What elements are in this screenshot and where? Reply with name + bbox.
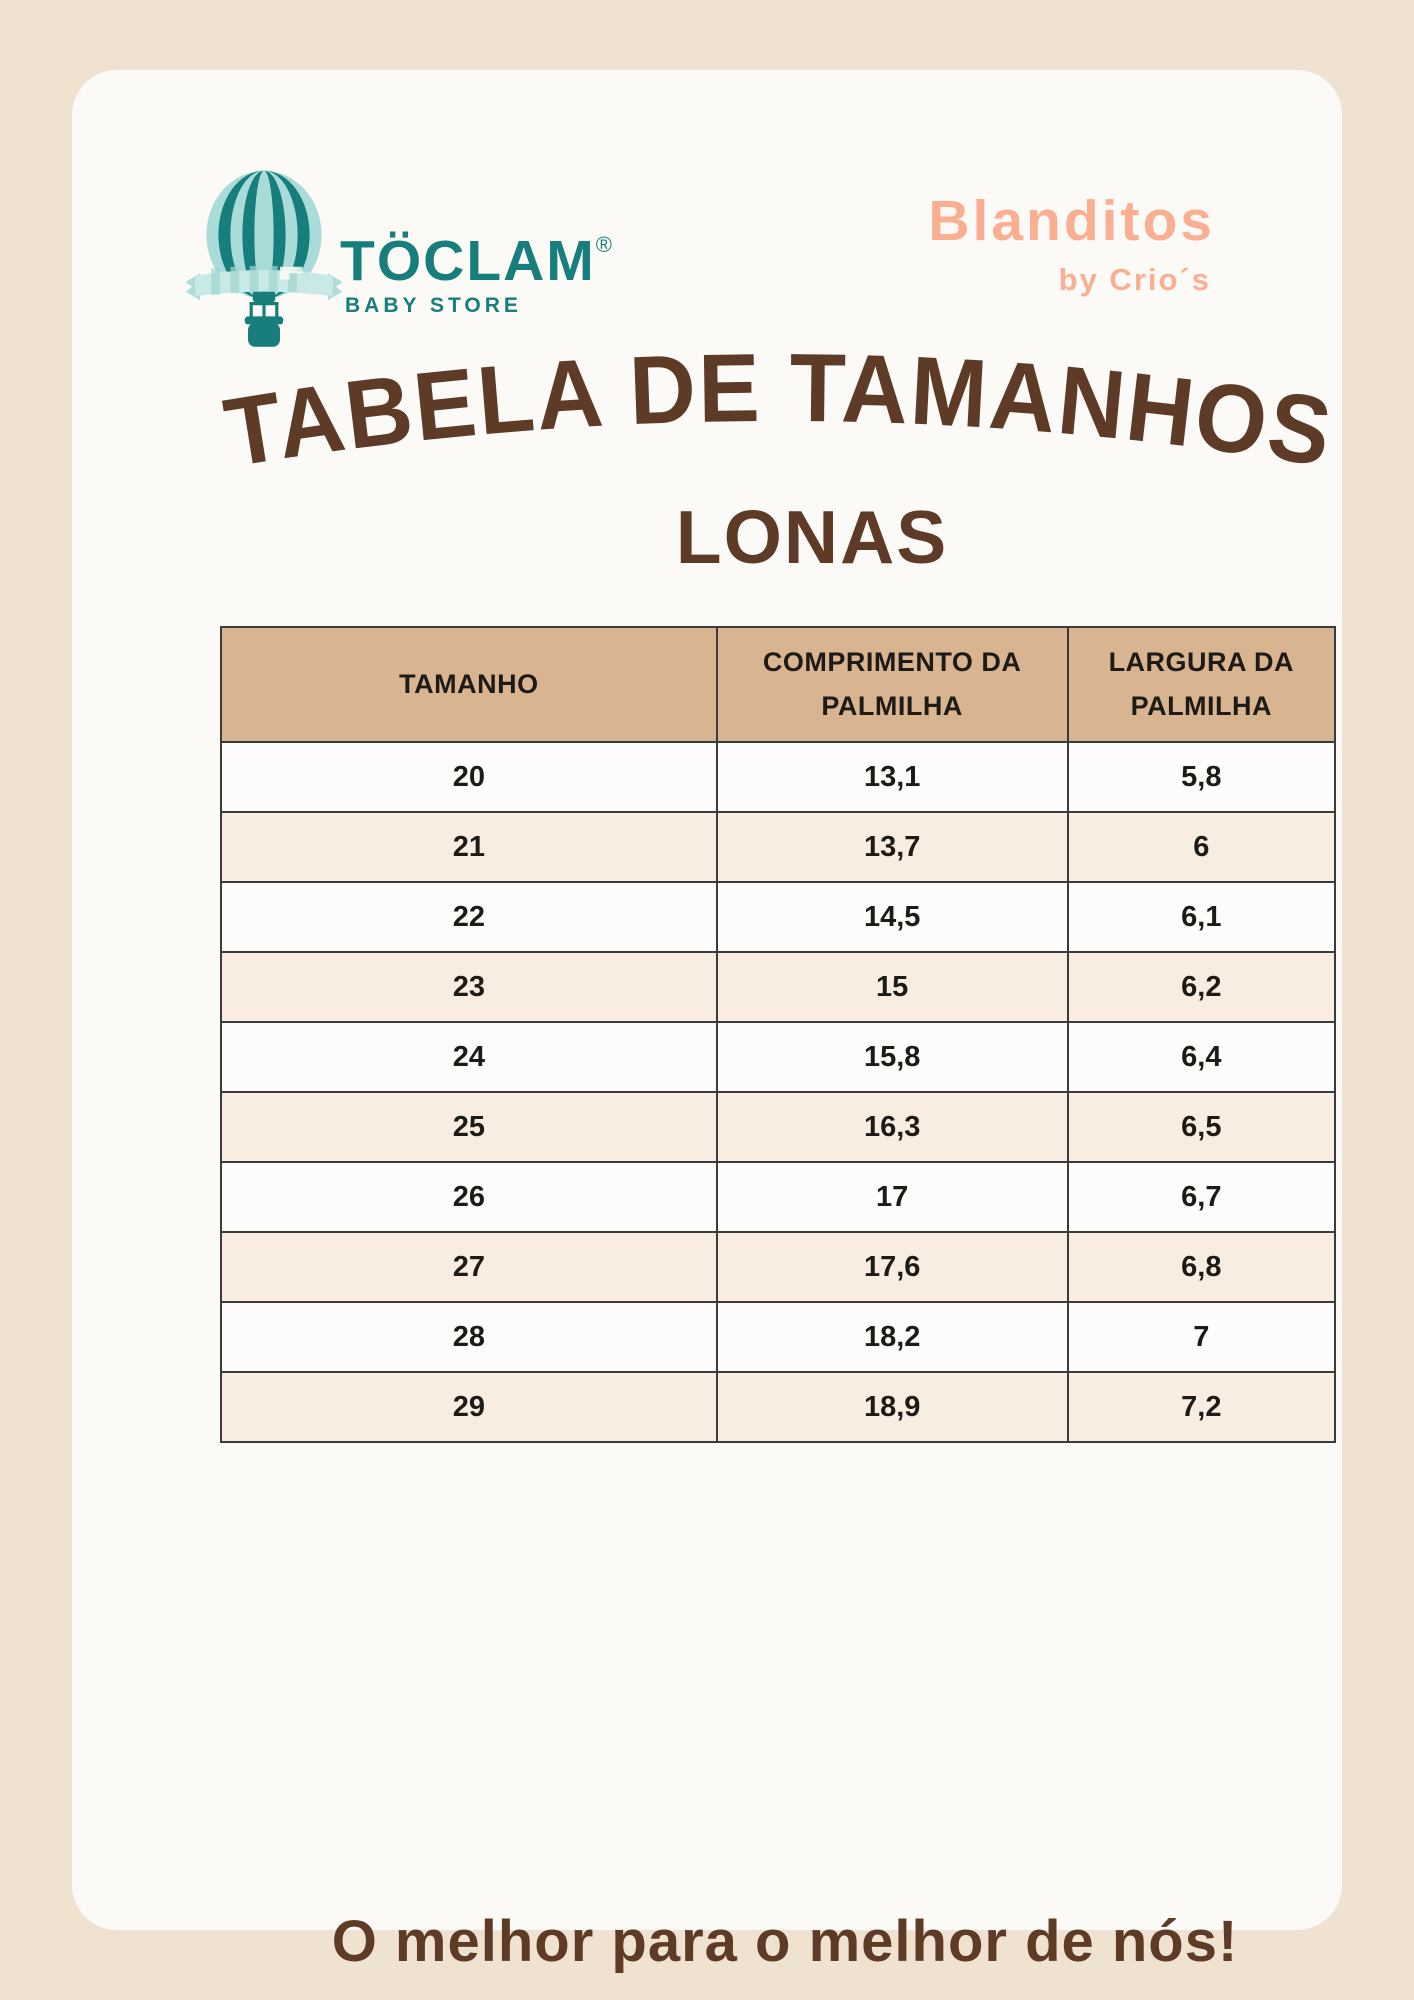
table-row: 22 14,5 6,1 [220, 881, 1337, 953]
cell-tamanho: 21 [220, 811, 718, 883]
cell-comprimento: 17 [715, 1161, 1069, 1233]
blanditos-byline: by Crio´s [1058, 262, 1211, 297]
page-subtitle: LONAS [675, 495, 949, 579]
cell-tamanho: 25 [220, 1091, 718, 1163]
cell-tamanho: 22 [220, 881, 718, 953]
footer-slogan: O melhor para o melhor de nós! [331, 1909, 1239, 1974]
table-row: 27 17,6 6,8 [220, 1231, 1337, 1303]
table-header-row: TAMANHO COMPRIMENTO DA PALMILHA LARGURA … [220, 626, 1337, 743]
cell-comprimento: 18,2 [715, 1301, 1069, 1373]
column-header-comprimento: COMPRIMENTO DA PALMILHA [715, 626, 1069, 743]
column-header-tamanho: TAMANHO [220, 626, 718, 743]
size-table: TAMANHO COMPRIMENTO DA PALMILHA LARGURA … [220, 626, 1337, 1443]
cell-tamanho: 24 [220, 1021, 718, 1093]
cell-largura: 6,8 [1066, 1231, 1337, 1303]
cell-largura: 6,7 [1066, 1161, 1337, 1233]
toclam-tagline: BABY STORE [345, 294, 522, 317]
cell-tamanho: 20 [220, 741, 718, 813]
blanditos-brand-name: Blanditos [928, 189, 1215, 253]
table-row: 23 15 6,2 [220, 951, 1337, 1023]
table-row: 21 13,7 6 [220, 811, 1337, 883]
cell-largura: 6,5 [1066, 1091, 1337, 1163]
cell-largura: 7 [1066, 1301, 1337, 1373]
cell-comprimento: 18,9 [715, 1371, 1069, 1443]
cell-largura: 5,8 [1066, 741, 1337, 813]
cell-comprimento: 15,8 [715, 1021, 1069, 1093]
cell-largura: 6,4 [1066, 1021, 1337, 1093]
hot-air-balloon-icon [185, 170, 343, 347]
cell-tamanho: 29 [220, 1371, 718, 1443]
main-title-arch: TABELA DE TAMANHOS [218, 333, 1341, 488]
cell-largura: 7,2 [1066, 1371, 1337, 1443]
registered-trademark-symbol: ® [595, 232, 612, 257]
cell-comprimento: 13,7 [715, 811, 1069, 883]
cell-comprimento: 16,3 [715, 1091, 1069, 1163]
page-title: TABELA DE TAMANHOS [218, 333, 1339, 488]
cell-tamanho: 28 [220, 1301, 718, 1373]
table-row: 20 13,1 5,8 [220, 741, 1337, 813]
cell-comprimento: 15 [715, 951, 1069, 1023]
cell-tamanho: 27 [220, 1231, 718, 1303]
table-row: 28 18,2 7 [220, 1301, 1337, 1373]
table-row: 29 18,9 7,2 [220, 1371, 1337, 1443]
cell-comprimento: 17,6 [715, 1231, 1069, 1303]
cell-tamanho: 23 [220, 951, 718, 1023]
cell-tamanho: 26 [220, 1161, 718, 1233]
column-header-largura: LARGURA DA PALMILHA [1066, 626, 1337, 743]
cell-largura: 6,1 [1066, 881, 1337, 953]
page-card: TÖCLAM® BABY STORE Blanditos by Crio´s T… [72, 70, 1342, 1974]
cell-comprimento: 13,1 [715, 741, 1069, 813]
svg-text:TABELA DE TAMANHOS: TABELA DE TAMANHOS [218, 333, 1341, 488]
table-row: 25 16,3 6,5 [220, 1091, 1337, 1163]
table-row: 24 15,8 6,4 [220, 1021, 1337, 1093]
cell-largura: 6,2 [1066, 951, 1337, 1023]
toclam-brand-name: TÖCLAM® [340, 228, 612, 294]
cell-comprimento: 14,5 [715, 881, 1069, 953]
table-row: 26 17 6,7 [220, 1161, 1337, 1233]
cell-largura: 6 [1066, 811, 1337, 883]
toclam-name-text: TÖCLAM [340, 229, 596, 293]
